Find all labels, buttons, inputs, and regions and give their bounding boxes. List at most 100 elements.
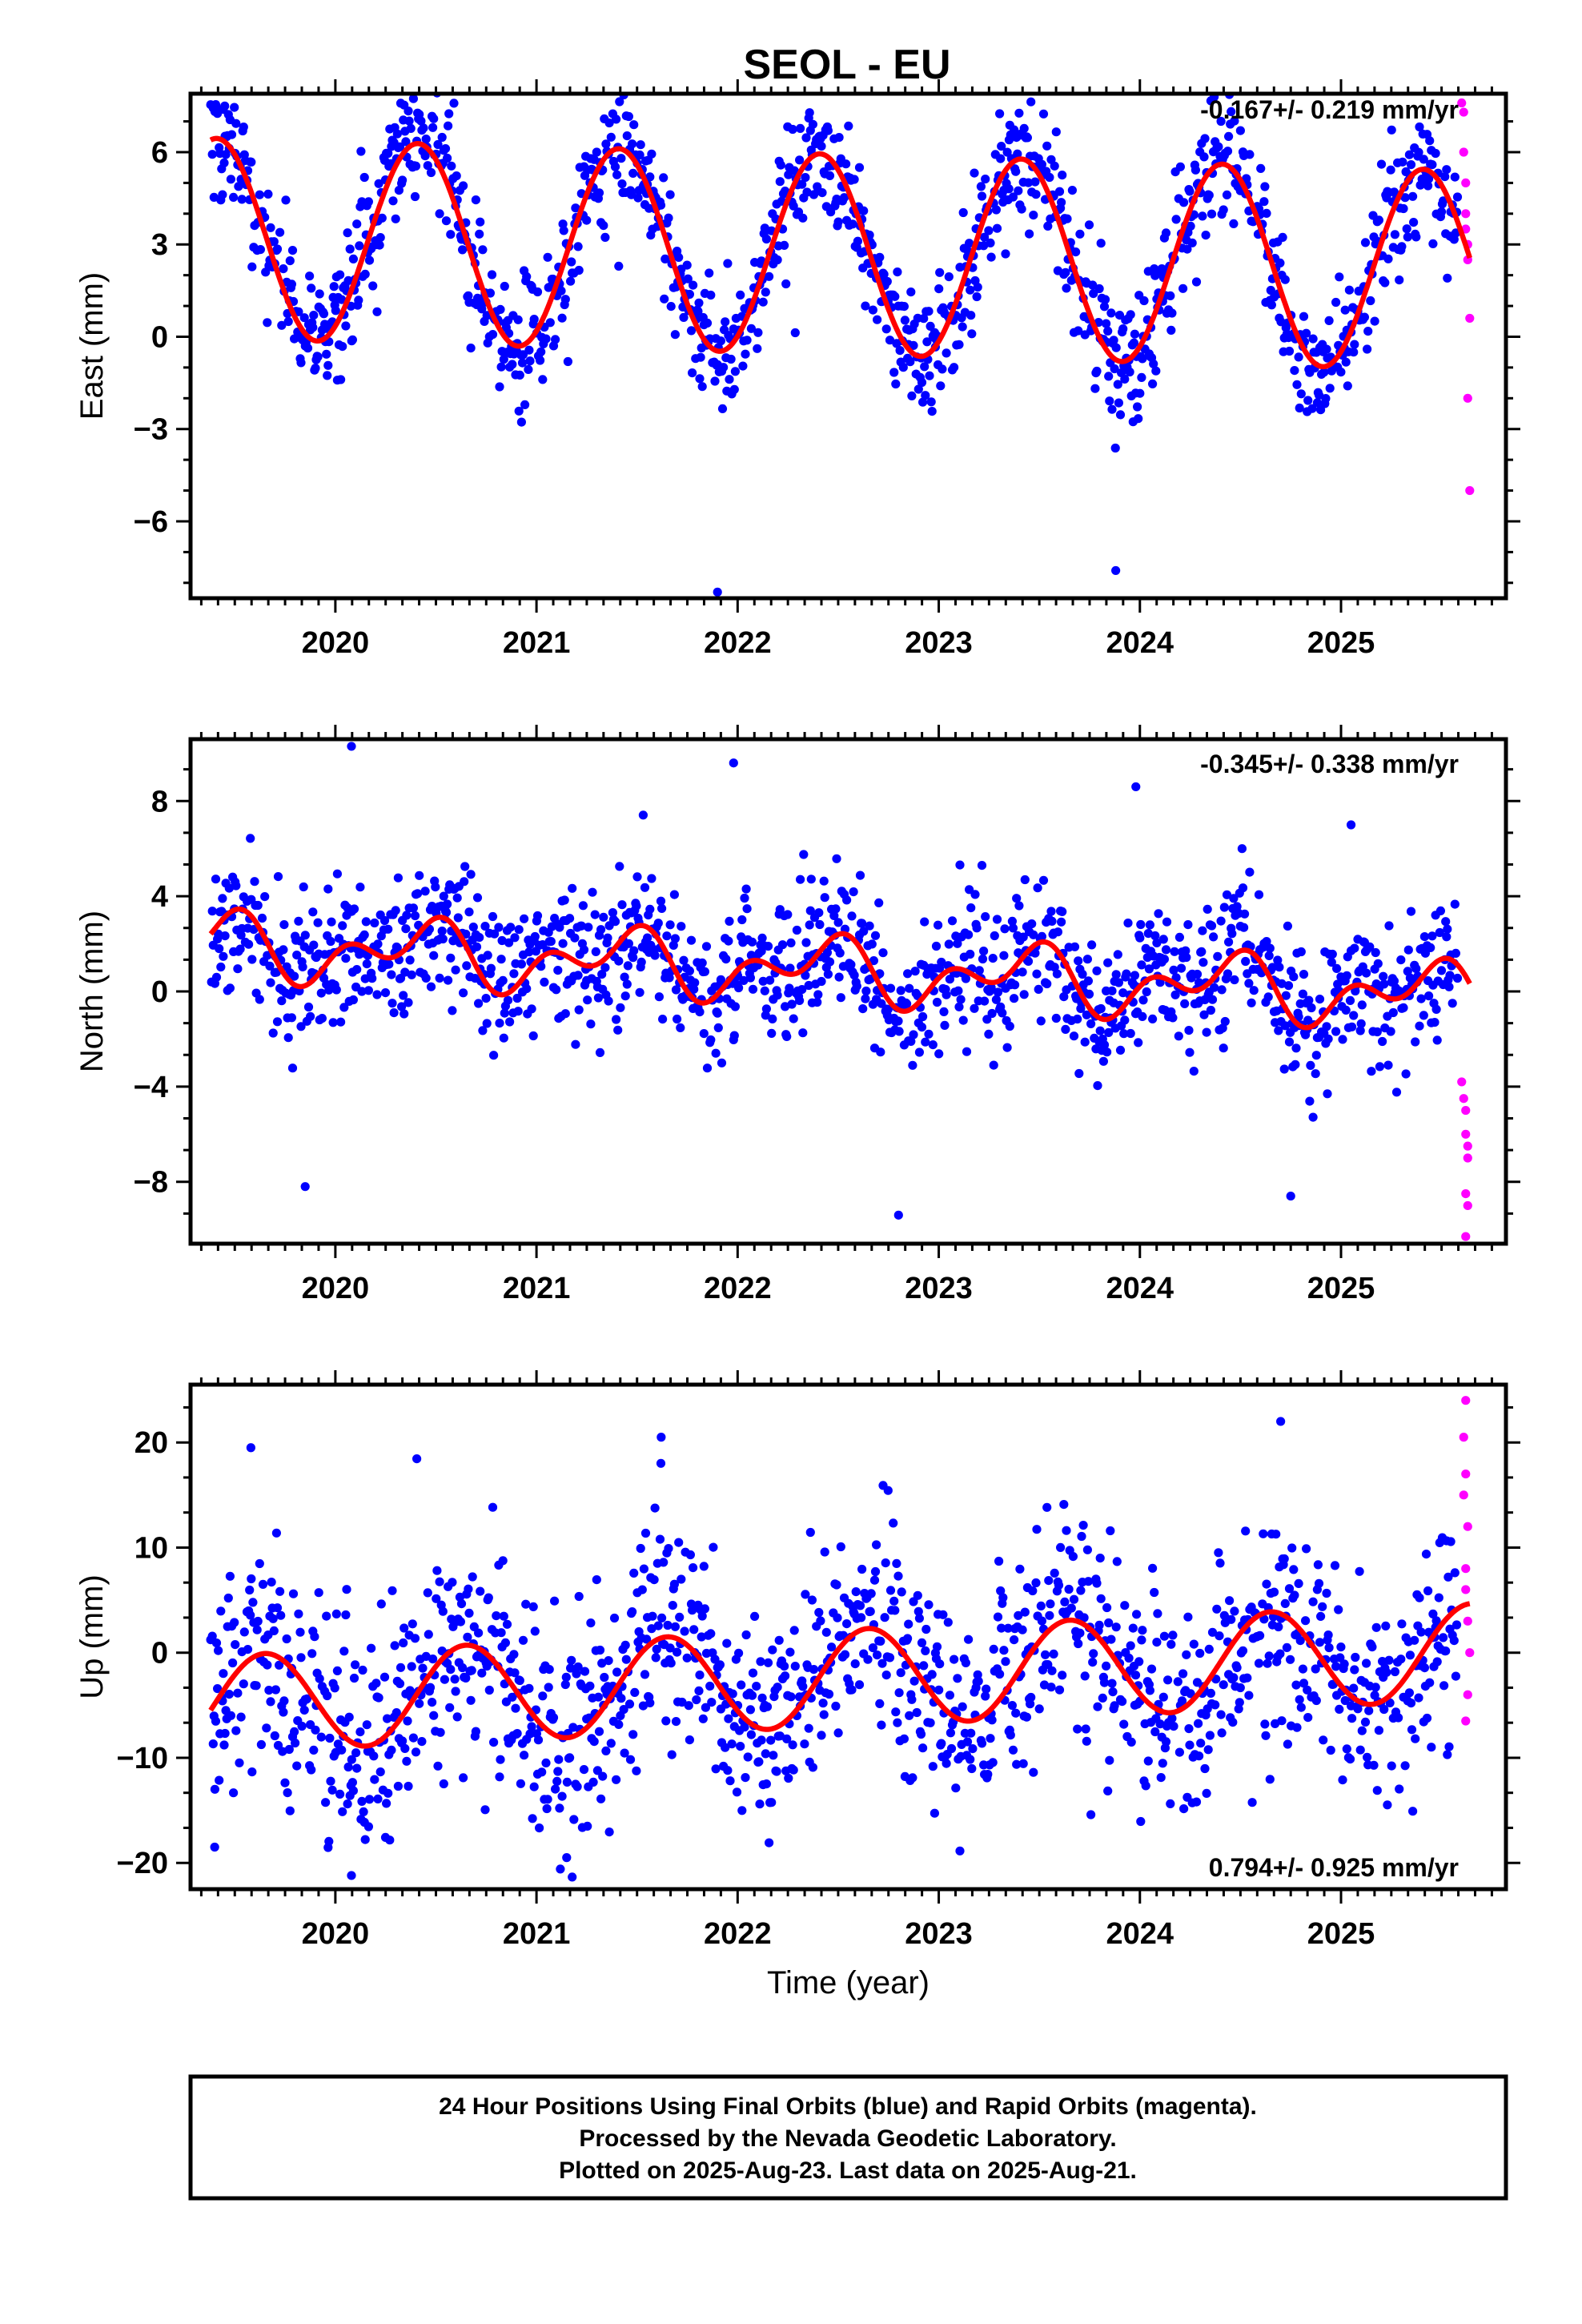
final-orbit-point	[367, 1643, 376, 1653]
final-orbit-point	[1037, 931, 1046, 941]
final-orbit-point	[418, 1663, 428, 1673]
final-orbit-point	[630, 6, 639, 14]
final-orbit-point	[1263, 1659, 1272, 1668]
final-orbit-point	[827, 1642, 837, 1652]
final-orbit-point	[1204, 1644, 1214, 1654]
y-tick-label: 20	[135, 1426, 168, 1460]
final-orbit-point	[978, 954, 988, 964]
final-orbit-point	[400, 1623, 409, 1633]
final-orbit-point	[918, 1011, 928, 1022]
final-orbit-point	[1363, 344, 1372, 354]
final-orbit-point	[520, 914, 529, 923]
final-orbit-point	[990, 931, 999, 941]
final-orbit-point	[1126, 1737, 1136, 1747]
final-orbit-point	[323, 371, 332, 380]
final-orbit-point	[697, 1632, 706, 1642]
y-tick-label: −8	[134, 1166, 168, 1200]
final-orbit-point	[906, 1036, 916, 1046]
final-orbit-point	[732, 1787, 742, 1797]
x-tick-label: 2025	[1307, 1917, 1375, 1951]
final-orbit-point	[392, 943, 402, 953]
final-orbit-point	[625, 1755, 636, 1764]
final-orbit-point	[578, 901, 588, 911]
final-orbit-point	[1012, 894, 1022, 903]
final-orbit-point	[713, 587, 722, 597]
final-orbit-point	[1380, 278, 1390, 287]
final-orbit-point	[1399, 1003, 1408, 1012]
final-orbit-point	[1054, 187, 1065, 196]
y-tick-label: −20	[117, 1847, 168, 1880]
final-orbit-point	[988, 954, 998, 963]
final-orbit-point	[1276, 317, 1286, 327]
final-orbit-point	[280, 1778, 290, 1787]
final-orbit-point	[478, 245, 488, 255]
final-orbit-point	[700, 967, 710, 976]
final-orbit-point	[1011, 1708, 1021, 1718]
final-orbit-point	[1371, 1683, 1380, 1692]
final-orbit-point	[1030, 177, 1040, 187]
final-orbit-point	[336, 375, 346, 384]
final-orbit-point	[1434, 1593, 1443, 1602]
final-orbit-point	[805, 906, 815, 915]
final-orbit-point	[248, 1598, 258, 1607]
final-orbit-point	[877, 1720, 886, 1730]
final-orbit-point	[1088, 1658, 1098, 1667]
final-orbit-point	[729, 758, 738, 768]
final-orbit-point	[1153, 1609, 1162, 1618]
final-orbit-point	[1138, 1626, 1147, 1635]
final-orbit-point	[954, 1002, 964, 1011]
final-orbit-point	[935, 267, 945, 277]
final-orbit-point	[421, 1651, 431, 1661]
final-orbit-point	[1037, 159, 1046, 169]
final-orbit-point	[408, 903, 418, 913]
final-orbit-point	[1002, 147, 1012, 157]
final-orbit-point	[1355, 1026, 1365, 1035]
final-orbit-point	[1152, 1638, 1162, 1647]
final-orbit-point	[231, 119, 241, 128]
footer-frame	[188, 2074, 1508, 2201]
rapid-orbit-point	[1461, 1469, 1471, 1479]
final-orbit-point	[574, 265, 584, 275]
final-orbit-point	[613, 1025, 623, 1035]
final-orbit-point	[1267, 963, 1277, 972]
final-orbit-point	[761, 287, 770, 297]
final-orbit-point	[673, 1647, 682, 1657]
final-orbit-point	[1195, 978, 1204, 987]
final-orbit-point	[1219, 1680, 1228, 1690]
rapid-orbit-point	[1463, 1153, 1472, 1163]
final-orbit-point	[1406, 907, 1416, 916]
final-orbit-point	[966, 285, 975, 295]
final-orbit-point	[339, 1003, 349, 1012]
final-orbit-point	[883, 1004, 893, 1014]
final-orbit-point	[380, 988, 391, 998]
final-orbit-point	[699, 1029, 709, 1039]
final-orbit-point	[279, 1707, 288, 1717]
final-orbit-point	[331, 306, 340, 316]
final-orbit-point	[436, 1727, 445, 1737]
final-orbit-point	[325, 1733, 335, 1743]
final-orbit-point	[1294, 1012, 1303, 1022]
final-orbit-point	[1370, 316, 1379, 326]
final-orbit-point	[1170, 947, 1179, 956]
final-orbit-point	[1265, 943, 1275, 953]
final-orbit-point	[989, 1644, 998, 1654]
final-orbit-point	[859, 206, 869, 215]
final-orbit-point	[796, 123, 805, 133]
final-orbit-point	[1161, 228, 1171, 238]
final-orbit-point	[437, 1647, 447, 1656]
final-orbit-point	[374, 1693, 383, 1703]
final-orbit-point	[844, 121, 853, 131]
final-orbit-point	[536, 962, 546, 971]
final-orbit-point	[1223, 147, 1233, 156]
final-orbit-point	[1026, 97, 1036, 107]
final-orbit-point	[723, 1766, 733, 1775]
final-orbit-point	[1104, 1027, 1114, 1037]
final-orbit-point	[395, 1679, 405, 1688]
final-orbit-point	[1384, 921, 1394, 931]
final-orbit-point	[464, 1608, 474, 1618]
final-orbit-point	[775, 1731, 785, 1741]
final-orbit-point	[305, 271, 315, 281]
final-orbit-point	[328, 1018, 338, 1027]
final-orbit-point	[1010, 1635, 1019, 1645]
final-orbit-point	[885, 1586, 896, 1595]
